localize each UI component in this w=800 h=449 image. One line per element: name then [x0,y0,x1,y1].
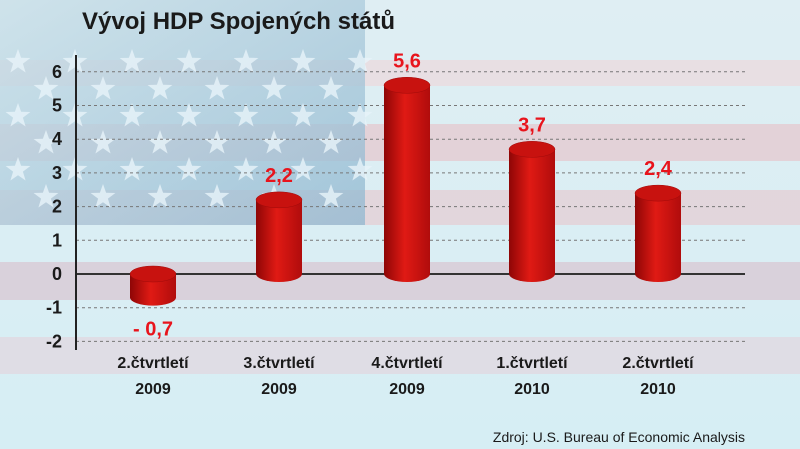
data-label: 3,7 [518,114,546,136]
x-tick-label: 2009 [261,381,297,398]
star-icon [176,103,202,127]
y-tick-label: 3 [52,163,62,183]
x-tick-label: 2009 [135,381,171,398]
star-icon [147,76,173,100]
star-icon [347,157,373,181]
bar-body [635,193,681,282]
star-icon [318,130,344,154]
bar-body [256,199,302,282]
y-tick-label: 5 [52,96,62,116]
x-tick-label: 2.čtvrtletí [117,355,189,372]
star-icon [176,157,202,181]
star-icon [5,157,31,181]
data-label: 2,2 [265,165,293,187]
x-tick-label: 2010 [514,381,550,398]
y-tick-label: -1 [46,298,62,318]
star-icon [5,49,31,73]
star-icon [147,130,173,154]
y-axis-ticks: 6 5 4 3 2 1 0 -1 -2 [46,62,62,352]
star-icon [233,103,259,127]
star-icon [33,184,59,208]
star-icon [119,49,145,73]
star-icon [290,103,316,127]
star-icon [90,130,116,154]
star-icon [347,103,373,127]
bar-body [130,274,176,306]
x-tick-label: 1.čtvrtletí [496,355,568,372]
star-icon [147,184,173,208]
x-tick-label: 2010 [640,381,676,398]
y-tick-label: -2 [46,331,62,351]
star-icon [204,184,230,208]
star-icon [119,157,145,181]
star-icon [261,76,287,100]
star-icon [119,103,145,127]
y-tick-label: 1 [52,230,62,250]
star-icon [318,184,344,208]
y-tick-label: 2 [52,197,62,217]
bar-body [509,149,555,282]
bar: 5,6 [383,50,431,282]
data-label: 2,4 [644,158,673,180]
x-tick-label: 2009 [389,381,425,398]
bar-top [255,191,303,209]
y-tick-label: 4 [52,129,62,149]
x-tick-label: 2.čtvrtletí [622,355,694,372]
bars: - 0,7 2,2 5,6 3,7 2,4 [129,50,682,341]
star-icon [233,49,259,73]
bar: - 0,7 [129,265,177,341]
bar-body [384,85,430,282]
data-label: 5,6 [393,50,421,72]
bar-top [508,141,556,158]
x-tick-label: 3.čtvrtletí [243,355,315,372]
star-icon [176,49,202,73]
star-icon [5,103,31,127]
star-icon [33,130,59,154]
star-icon [318,76,344,100]
star-icon [204,76,230,100]
bar: 2,2 [255,165,303,282]
star-icon [90,184,116,208]
bar: 3,7 [508,114,556,282]
bar-top [634,184,682,202]
x-axis-labels: 2.čtvrtletí 2009 3.čtvrtletí 2009 4.čtvrtlet… [117,355,694,398]
chart-title: Vývoj HDP Spojených států [82,8,395,35]
star-icon [233,157,259,181]
y-tick-label: 6 [52,62,62,82]
bar-top [383,77,431,94]
star-icon [290,157,316,181]
star-icon [347,49,373,73]
x-tick-label: 4.čtvrtletí [371,355,443,372]
bar-top [129,265,177,283]
source-note: Zdroj: U.S. Bureau of Economic Analysis [493,429,745,445]
bar: 2,4 [634,158,682,282]
star-icon [204,130,230,154]
data-label: - 0,7 [133,319,173,341]
star-icon [33,76,59,100]
star-icon [290,49,316,73]
star-icon [90,76,116,100]
star-icon [261,130,287,154]
y-tick-label: 0 [52,264,62,284]
